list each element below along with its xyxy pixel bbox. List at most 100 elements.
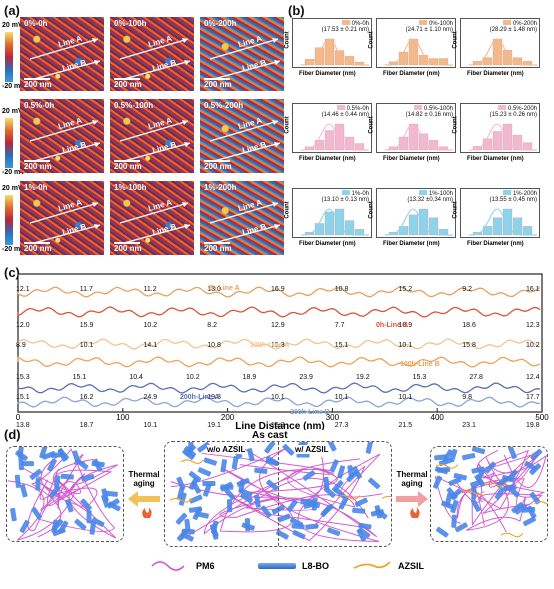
- profile-annotation: 12.1: [16, 286, 30, 293]
- profile-annotation: 12.9: [271, 322, 285, 329]
- histogram-xlabel: Fiber Diameter (nm): [383, 71, 440, 77]
- histogram-ylabel: Count: [452, 31, 459, 49]
- profile-annotation: 10.2: [143, 322, 158, 329]
- profile-annotation: 10.8: [334, 286, 349, 293]
- azsil-legend-label: AZSIL: [398, 561, 424, 571]
- histogram-legend-name: 0.5%-200h: [507, 106, 537, 112]
- profile-annotation: 100h-Line B: [400, 361, 440, 368]
- scale-bar-label: 200 nm: [24, 244, 52, 253]
- pm6-legend-label: PM6: [196, 561, 215, 571]
- profile-annotation: 19.8: [526, 422, 540, 429]
- profile-annotation: 12.0: [16, 322, 30, 329]
- as-cast-box: w/o AZSIL w/ AZSIL: [164, 438, 405, 547]
- profile-annotation: 18.7: [79, 422, 94, 429]
- histogram-value: (13.55 ± 0.45 nm): [489, 197, 537, 203]
- scale-bar: [114, 78, 140, 80]
- profile-xtick: 500: [535, 413, 549, 422]
- wo-azsil-label: w/o AZSIL: [207, 445, 246, 454]
- profile-annotation: 15.1: [16, 394, 30, 401]
- histogram-xlabel: Fiber Diameter (nm): [299, 156, 356, 162]
- map-label: 1%-200h: [204, 183, 237, 192]
- profile-annotation: 11.7: [79, 286, 93, 293]
- aged-left-box: [6, 444, 124, 542]
- profile-annotation: 10.9: [398, 322, 413, 329]
- azsil-legend-icon: [353, 561, 391, 569]
- potential-map-1: 0%-0h Line A Line B 200 nm: [20, 17, 104, 91]
- profile-annotation: 18.6: [462, 322, 476, 329]
- histogram-xlabel: Fiber Diameter (nm): [299, 241, 356, 247]
- scale-bar: [24, 242, 50, 244]
- potential-map-6: 0.5%-200h Line A Line B 200 nm: [200, 99, 284, 173]
- w-azsil-label: w/ AZSIL: [295, 445, 329, 454]
- histogram-value: (13.10 ± 0.13 nm): [321, 197, 369, 203]
- histogram-legend-name: 0%-200h: [512, 21, 537, 27]
- profile-annotation: 10.8: [207, 342, 221, 349]
- profile-curve-1: [17, 286, 541, 298]
- profile-annotation: 8.2: [207, 322, 217, 329]
- profile-xtick: 400: [431, 413, 445, 422]
- map-label: 1%-0h: [24, 183, 48, 192]
- profile-annotation: 10.1: [79, 342, 94, 349]
- profile-xlabel: Line Distance (nm): [235, 421, 324, 430]
- histogram-ylabel: Count: [284, 116, 291, 134]
- histogram-ylabel: Count: [284, 31, 291, 49]
- potential-map-9: 1%-200h Line A Line B 200 nm: [200, 181, 284, 255]
- profile-curve-2: [17, 306, 541, 318]
- potential-map-3: 0%-200h Line A Line B 200 nm: [200, 17, 284, 91]
- divider: [278, 442, 279, 546]
- profile-xtick: 0: [16, 413, 21, 422]
- histogram-legend-name: 1%-0h: [351, 191, 369, 197]
- map-label: 0.5%-200h: [204, 101, 244, 110]
- profile-annotation: 10.1: [334, 394, 349, 401]
- scale-bar: [114, 160, 140, 162]
- potential-map-7: 1%-0h Line A Line B 200 nm: [20, 181, 104, 255]
- line-profile-chart: 0 100 200 300 400 500 Line Distance (nm): [16, 273, 549, 430]
- histogram-5: 0.5%-100h (14.82 ± 0.16 nm) Fiber Diameter…: [369, 103, 456, 162]
- profile-annotation: 200h-Line A: [180, 394, 220, 401]
- histogram-legend-name: 0%-0h: [351, 21, 369, 27]
- profile-annotation: 27.3: [334, 422, 349, 429]
- histogram-7: 1%-0h (13.10 ± 0.13 nm) Fiber Diameter (nm…: [285, 188, 372, 247]
- scale-bar: [204, 78, 230, 80]
- panel-c-label: (c): [4, 265, 20, 280]
- map-label: 0.5%-0h: [24, 101, 55, 110]
- map-label: 0%-0h: [24, 19, 48, 28]
- scale-bar-label: 200 nm: [24, 162, 52, 171]
- profile-annotation: 15.8: [462, 342, 476, 349]
- profile-annotation: 9.8: [462, 394, 472, 401]
- profile-annotation: 16.9: [271, 286, 285, 293]
- scale-bar: [24, 160, 50, 162]
- histogram-8: 1%-100h (13.32 ±0.34 nm) Fiber Diameter (n…: [369, 188, 456, 247]
- profile-annotation: 21.5: [398, 422, 413, 429]
- profile-annotation: 17.7: [526, 394, 540, 401]
- map-label: 0%-100h: [114, 19, 147, 28]
- potential-map-8: 1%-100h Line A Line B 200 nm: [110, 181, 194, 255]
- profile-annotation: 15.3: [16, 374, 30, 381]
- scale-bar-label: 200 nm: [204, 80, 232, 89]
- profile-annotation: 19.1: [207, 422, 221, 429]
- histogram-value: (13.32 ±0.34 nm): [407, 197, 453, 203]
- profile-annotation: 10.1: [143, 422, 158, 429]
- colorbar-3: [5, 195, 13, 245]
- profile-annotation: 15.1: [334, 342, 349, 349]
- scale-bar-label: 200 nm: [114, 244, 142, 253]
- thermal-aging-left-label: Thermal aging: [128, 470, 160, 488]
- profile-annotation: 10.4: [129, 374, 143, 381]
- profile-annotation: 0h-Line B: [376, 322, 408, 329]
- profile-annotation: 13.0: [207, 286, 221, 293]
- colorbar-2: [5, 118, 13, 168]
- scale-bar: [114, 242, 140, 244]
- histogram-legend-name: 0.5%-100h: [423, 106, 453, 112]
- profile-annotation: 200h-Line B: [290, 409, 330, 416]
- profile-annotation: 10.2: [186, 374, 200, 381]
- profile-annotation: 24.9: [143, 394, 158, 401]
- profile-annotation: 15.3: [271, 342, 285, 349]
- profile-annotation: 7.7: [334, 322, 345, 329]
- profile-annotation: 15.1: [72, 374, 87, 381]
- histogram-value: (17.53 ± 0.21 nm): [321, 27, 369, 33]
- map-label: 1%-100h: [114, 183, 147, 192]
- scale-bar-label: 200 nm: [114, 162, 142, 171]
- potential-map-5: 0.5%-100h Line A Line B 200 nm: [110, 99, 194, 173]
- profile-annotation: 9.2: [462, 286, 472, 293]
- pm6-legend-icon: [151, 561, 185, 571]
